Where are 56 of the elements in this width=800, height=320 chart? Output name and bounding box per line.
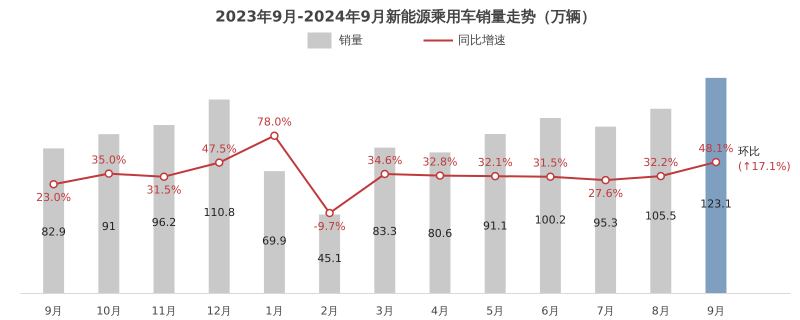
legend-label: 销量 — [339, 32, 363, 48]
data-label: -9.7% — [314, 220, 346, 234]
annotation: (↑17.1%) — [738, 160, 791, 174]
point — [49, 180, 58, 188]
data-label: 96.2 — [152, 216, 176, 230]
data-label: 32.8% — [422, 156, 458, 169]
x-tick-label: 4月 — [431, 304, 449, 318]
point — [160, 172, 168, 181]
data-label: 31.5% — [532, 156, 568, 170]
x-tick-label: 9月 — [706, 304, 725, 318]
point — [601, 176, 610, 184]
data-label: 83.3 — [372, 225, 398, 238]
point — [380, 170, 390, 178]
x-tick-label: 11月 — [152, 304, 177, 318]
x-tick-label: 6月 — [541, 304, 560, 318]
data-label: 31.5% — [146, 184, 182, 197]
data-label: 27.6% — [588, 187, 624, 200]
data-label: 34.6% — [367, 154, 402, 167]
x-tick-label: 1月 — [265, 304, 284, 318]
data-label: 95.3 — [593, 216, 618, 230]
data-label: 105.5 — [645, 210, 677, 223]
x-tick-label: 10月 — [96, 304, 122, 318]
data-label: 100.2 — [534, 213, 566, 226]
data-label: 110.8 — [203, 206, 235, 219]
point — [436, 171, 444, 180]
x-tick-label: 5月 — [486, 304, 504, 318]
bar — [264, 171, 285, 294]
point — [270, 131, 279, 140]
point — [712, 158, 720, 166]
data-label: 35.0% — [91, 154, 126, 167]
data-label: 69.9 — [262, 234, 287, 248]
point — [490, 172, 500, 180]
point — [214, 158, 224, 167]
data-label: 80.6 — [428, 227, 452, 240]
data-label: 78.0% — [256, 116, 292, 129]
point — [104, 169, 114, 178]
data-label: 91.1 — [482, 220, 508, 233]
data-label: 32.2% — [643, 156, 678, 170]
annotation: 环比 — [738, 145, 760, 158]
x-tick-label: 2月 — [320, 304, 339, 318]
point — [546, 172, 555, 181]
data-label: 47.5% — [202, 142, 237, 156]
data-label: 32.1% — [478, 156, 513, 170]
x-tick-label: 7月 — [596, 304, 615, 318]
data-label: 82.9 — [41, 225, 66, 238]
data-label: 91 — [102, 220, 116, 233]
x-tick-label: 3月 — [376, 304, 394, 318]
x-tick-label: 8月 — [652, 304, 670, 318]
point — [325, 208, 334, 218]
point — [656, 172, 666, 180]
data-label: 23.0% — [36, 191, 72, 204]
legend-label: 同比增速 — [458, 32, 506, 48]
chart-title: 2023年9月-2024年9月新能源乘用车销量走势（万辆） — [215, 8, 596, 26]
x-tick-label: 12月 — [206, 304, 232, 318]
data-label: 45.1 — [317, 252, 342, 265]
x-tick-label: 9月 — [44, 304, 63, 318]
